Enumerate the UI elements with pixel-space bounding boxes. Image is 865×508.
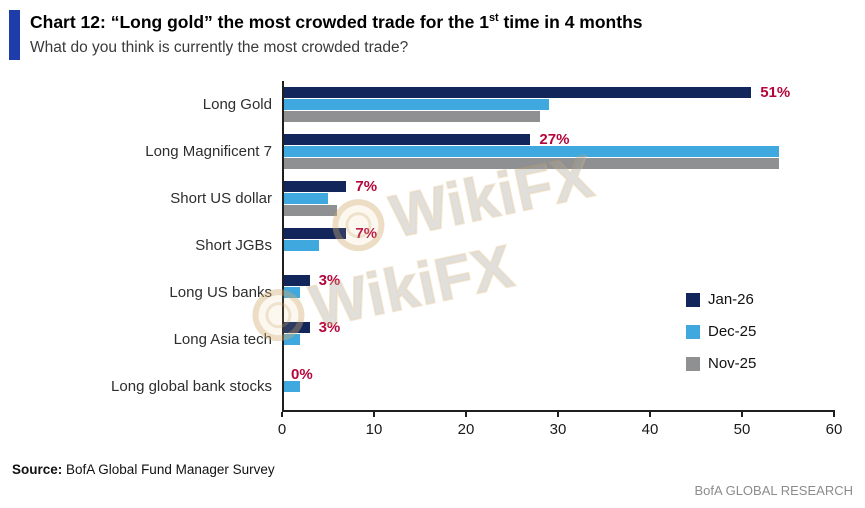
legend-label: Nov-25 [708,355,757,373]
tick-label: 10 [365,421,383,439]
category-label: Short US dollar [170,190,272,208]
source-text: BofA Global Fund Manager Survey [62,462,275,478]
tick-mark [465,412,467,418]
x-axis: 0 10 20 30 40 50 60 [278,410,842,446]
tick-label: 40 [641,421,659,439]
bar-nov-25 [282,205,338,217]
legend-swatch [686,324,700,339]
bar-jan-26 [282,228,347,240]
tick-mark [649,412,651,418]
chart-subtitle: What do you think is currently the most … [30,38,409,56]
chart-title-text: Chart 12: “Long gold” the most crowded t… [30,12,489,32]
bar-dec-25 [282,146,779,158]
chart-title-text-end: time in 4 months [498,12,643,32]
data-label: 3% [318,272,341,290]
data-label: 0% [291,366,313,384]
y-axis-line [282,81,284,411]
tick-label: 30 [549,421,567,439]
bar-group: Long Magnificent 7 27% [10,128,834,175]
bar-stack: 3% [282,272,834,313]
bar-stack: 7% [282,178,834,219]
tick-label: 0 [277,421,287,439]
legend-label: Dec-25 [708,323,757,341]
bar-group: Long global bank stocks 0% [10,363,834,410]
legend-swatch [686,292,700,307]
chart-title: Chart 12: “Long gold” the most crowded t… [30,12,855,34]
bar-nov-25 [282,111,540,123]
category-label: Long US banks [169,284,272,302]
bar-jan-26 [282,181,347,193]
bar-group: Short JGBs 7% [10,222,834,269]
bar-stack: 27% [282,131,834,172]
category-label: Long global bank stocks [111,378,272,396]
bar-jan-26 [282,87,752,99]
data-label: 7% [355,225,378,243]
bar-dec-25 [282,334,301,346]
branding-text: BofA GLOBAL RESEARCH [694,483,853,499]
data-label: 7% [355,178,378,196]
bar-dec-25 [282,240,319,252]
source-label: Source: [12,462,63,478]
legend-item: Jan-26 [686,291,756,308]
legend-swatch [686,356,700,371]
data-label: 51% [760,84,791,102]
chart-title-superscript: st [488,12,499,25]
category-label: Short JGBs [195,237,272,255]
bar-nov-25 [282,158,779,170]
chart-footer: Source: BofA Global Fund Manager Survey … [12,462,853,498]
tick-mark [833,412,835,418]
source-line: Source: BofA Global Fund Manager Survey [12,462,853,477]
chart-header: Chart 12: “Long gold” the most crowded t… [0,0,865,60]
category-label: Long Magnificent 7 [145,143,272,161]
tick-label: 60 [825,421,843,439]
legend-item: Dec-25 [686,323,756,340]
tick-label: 20 [457,421,475,439]
bar-stack: 3% [282,319,834,360]
tick-label: 50 [733,421,751,439]
title-accent-bar [9,10,20,60]
bar-jan-26 [282,275,310,287]
bar-stack: 51% [282,84,834,125]
bar-group: Short US dollar 7% [10,175,834,222]
legend: Jan-26 Dec-25 Nov-25 [686,291,756,372]
category-label: Long Asia tech [173,331,272,349]
bar-stack: 0% [282,366,834,407]
bar-jan-26 [282,134,531,146]
tick-mark [373,412,375,418]
bar-group: Long Asia tech 3% [10,316,834,363]
bar-group: Long US banks 3% [10,269,834,316]
data-label: 3% [318,319,341,337]
legend-label: Jan-26 [708,291,754,309]
bar-stack: 7% [282,225,834,266]
data-label: 27% [539,131,570,149]
bar-dec-25 [282,193,328,205]
bar-dec-25 [282,99,549,111]
tick-mark [557,412,559,418]
bar-group: Long Gold 51% [10,81,834,128]
chart-plot-area: Long Gold 51% Long Magnificent 7 27% Short U… [10,81,842,446]
bar-groups: Long Gold 51% Long Magnificent 7 27% Short U… [10,81,834,410]
bar-dec-25 [282,287,301,299]
legend-item: Nov-25 [686,355,756,372]
tick-mark [741,412,743,418]
bar-jan-26 [282,322,310,334]
bar-dec-25 [282,381,301,393]
category-label: Long Gold [202,96,272,114]
tick-mark [281,412,283,418]
